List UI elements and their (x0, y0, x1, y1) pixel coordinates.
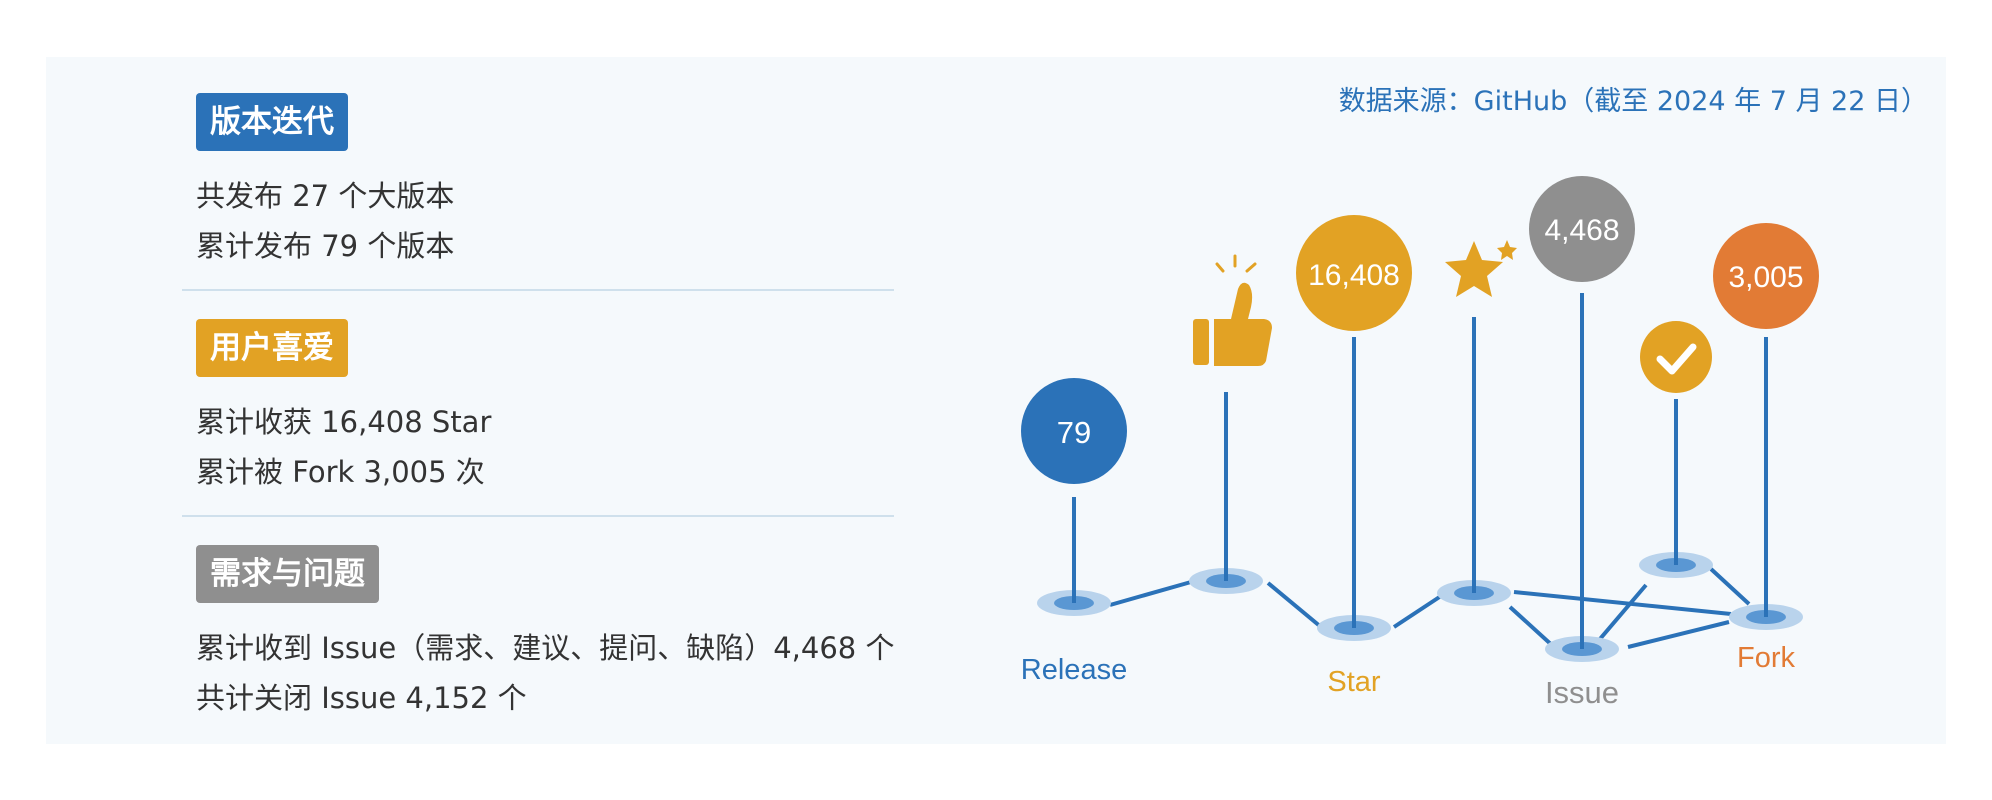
issue-value: 4,468 (1544, 214, 1619, 247)
section-releases: 版本迭代 共发布 27 个大版本 累计发布 79 个版本 (196, 93, 946, 271)
divider (182, 289, 894, 291)
section-popularity: 用户喜爱 累计收获 16,408 Star 累计被 Fork 3,005 次 (196, 319, 946, 497)
divider (182, 515, 894, 517)
section-issues: 需求与问题 累计收到 Issue（需求、建议、提问、缺陷）4,468 个 共计关… (196, 545, 946, 723)
node-stems (1072, 293, 1768, 649)
star-value: 16,408 (1308, 259, 1400, 292)
thumbs-up-icon (1193, 254, 1272, 366)
issues-line-1: 累计收到 Issue（需求、建议、提问、缺陷）4,468 个 (196, 631, 895, 665)
infographic-panel: 数据来源：GitHub（截至 2024 年 7 月 22 日） 版本迭代 共发布… (46, 57, 1946, 744)
star-icon (1445, 240, 1517, 297)
network-edges (1109, 567, 1751, 649)
section-badge-releases: 版本迭代 (196, 93, 348, 151)
section-badge-popularity: 用户喜爱 (196, 319, 348, 377)
fork-circle (1713, 223, 1819, 329)
issue-node: 4,468 Issue (1529, 176, 1635, 710)
issue-label: Issue (1545, 675, 1619, 710)
star-label: Star (1327, 666, 1381, 698)
release-node: 79 Release (1021, 378, 1127, 686)
node-bases (1037, 552, 1803, 662)
release-circle (1021, 378, 1127, 484)
section-badge-issues: 需求与问题 (196, 545, 379, 603)
star-circle (1296, 215, 1412, 331)
popularity-line-1: 累计收获 16,408 Star (196, 405, 492, 439)
fork-label: Fork (1737, 642, 1796, 674)
data-source-note: 数据来源：GitHub（截至 2024 年 7 月 22 日） (1338, 86, 1928, 117)
fork-value: 3,005 (1728, 261, 1803, 294)
stats-list: 版本迭代 共发布 27 个大版本 累计发布 79 个版本 用户喜爱 累计收获 1… (182, 93, 946, 723)
releases-line-2: 累计发布 79 个版本 (196, 229, 455, 263)
issues-line-2: 共计关闭 Issue 4,152 个 (196, 681, 527, 715)
popularity-line-2: 累计被 Fork 3,005 次 (196, 455, 485, 489)
release-label: Release (1021, 654, 1127, 686)
releases-line-1: 共发布 27 个大版本 (196, 179, 455, 213)
release-value: 79 (1057, 415, 1091, 450)
network-diagram: 79 Release 16,408 Star 4,468 (1021, 176, 1819, 710)
fork-node: 3,005 Fork (1713, 223, 1819, 674)
issue-circle (1529, 176, 1635, 282)
check-icon (1640, 321, 1712, 393)
star-node: 16,408 Star (1296, 215, 1412, 698)
